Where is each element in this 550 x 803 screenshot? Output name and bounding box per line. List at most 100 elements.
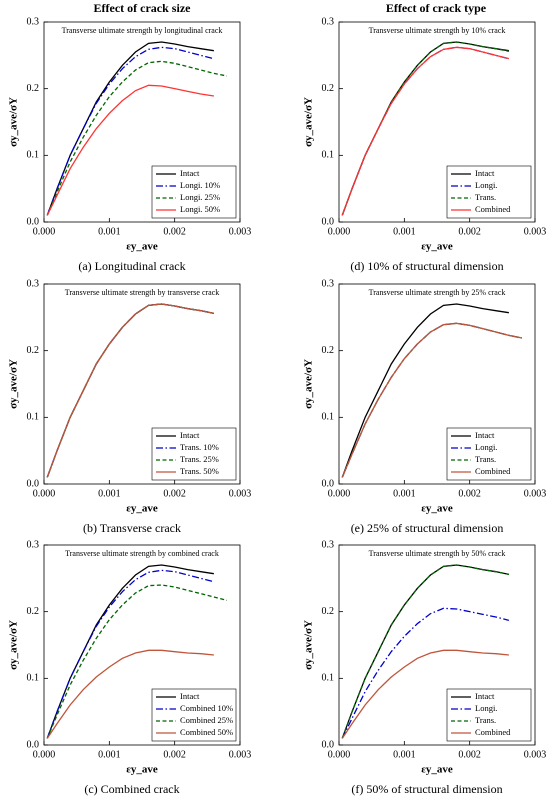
- caption: (f) 50% of structural dimension: [351, 782, 502, 796]
- plot-title: Transverse ultimate strength by transver…: [65, 288, 220, 297]
- x-tick-label: 0.001: [393, 226, 416, 237]
- legend-label: Intact: [180, 168, 200, 178]
- legend-label: Longi.: [475, 703, 497, 713]
- x-tick-label: 0.001: [98, 226, 121, 237]
- y-tick-label: 0.1: [322, 673, 335, 684]
- legend-label: Longi.: [475, 442, 497, 452]
- y-tick-label: 0.0: [27, 739, 40, 750]
- y-tick-label: 0.2: [322, 83, 335, 94]
- plot-title: Transverse ultimate strength by 50% crac…: [369, 549, 506, 558]
- x-tick-label: 0.003: [524, 226, 547, 237]
- y-tick-label: 0.0: [27, 478, 40, 489]
- x-tick-label: 0.000: [33, 488, 56, 499]
- chart-panel: 0.000 0.001 0.002 0.003 0.0 0.1 0.2 0.3 Transver…: [8, 16, 252, 272]
- legend-box: [446, 165, 532, 219]
- x-axis-label: εy_ave: [126, 764, 158, 776]
- x-axis-label: εy_ave: [126, 241, 158, 253]
- y-axis-label: σy_ave/σY: [303, 620, 315, 670]
- y-tick-label: 0.1: [27, 150, 40, 161]
- series-line: [46, 649, 214, 739]
- legend-label: Intact: [475, 168, 495, 178]
- legend-label: Combined 25%: [180, 715, 233, 725]
- caption: (b) Transverse crack: [83, 521, 181, 535]
- y-axis-label: σy_ave/σY: [303, 359, 315, 409]
- legend-label: Intact: [180, 691, 200, 701]
- y-tick-label: 0.2: [27, 83, 40, 94]
- y-tick-label: 0.1: [27, 673, 40, 684]
- x-axis-label: εy_ave: [421, 503, 453, 515]
- chart-panel: 0.000 0.001 0.002 0.003 0.0 0.1 0.2 0.3 Transver…: [8, 278, 252, 534]
- legend-box: [151, 427, 237, 481]
- legend-label: Trans.: [475, 192, 496, 202]
- plot-frame: [338, 544, 536, 746]
- column-heading: Effect of crack type: [386, 1, 487, 15]
- y-tick-label: 0.1: [322, 412, 335, 423]
- legend-label: Combined: [475, 204, 511, 214]
- plot-title: Transverse ultimate strength by combined…: [65, 549, 219, 558]
- y-tick-label: 0.3: [27, 278, 40, 289]
- y-tick-label: 0.0: [322, 216, 335, 227]
- legend-box: [151, 165, 237, 219]
- y-tick-label: 0.2: [322, 606, 335, 617]
- series-line: [341, 46, 510, 216]
- legend-box: [446, 688, 532, 742]
- y-tick-label: 0.0: [27, 216, 40, 227]
- x-tick-label: 0.002: [458, 749, 481, 760]
- legend-box: [151, 688, 237, 742]
- y-tick-label: 0.3: [322, 278, 335, 289]
- legend-label: Longi. 10%: [180, 180, 220, 190]
- x-tick-label: 0.001: [98, 488, 121, 499]
- series-line: [341, 41, 509, 216]
- x-tick-label: 0.000: [328, 749, 351, 760]
- y-tick-label: 0.0: [322, 478, 335, 489]
- y-axis-label: σy_ave/σY: [303, 97, 315, 147]
- series-line: [46, 46, 215, 216]
- plot-title: Transverse ultimate strength by longitud…: [62, 26, 223, 35]
- plot-title: Transverse ultimate strength by 25% crac…: [369, 288, 506, 297]
- plot-frame: [43, 544, 241, 746]
- x-tick-label: 0.001: [393, 749, 416, 760]
- legend-label: Intact: [180, 430, 200, 440]
- series-line: [46, 569, 215, 739]
- x-tick-label: 0.000: [33, 226, 56, 237]
- x-tick-label: 0.003: [229, 226, 252, 237]
- y-tick-label: 0.2: [27, 606, 40, 617]
- series-line: [46, 84, 214, 216]
- plot-frame: [43, 21, 241, 223]
- chart-panel: 0.000 0.001 0.002 0.003 0.0 0.1 0.2 0.3 Transver…: [303, 16, 547, 272]
- series-line: [46, 584, 228, 739]
- y-tick-label: 0.3: [27, 16, 40, 27]
- legend-label: Combined: [475, 466, 511, 476]
- x-tick-label: 0.001: [393, 488, 416, 499]
- series-line: [46, 60, 228, 216]
- legend-label: Trans. 25%: [180, 454, 219, 464]
- x-tick-label: 0.003: [229, 488, 252, 499]
- legend-label: Trans.: [475, 454, 496, 464]
- series-line: [341, 649, 509, 739]
- y-axis-label: σy_ave/σY: [8, 97, 20, 147]
- y-tick-label: 0.3: [322, 16, 335, 27]
- caption: (a) Longitudinal crack: [78, 259, 185, 273]
- plot-frame: [338, 283, 536, 485]
- y-axis-label: σy_ave/σY: [8, 620, 20, 670]
- x-tick-label: 0.002: [163, 226, 186, 237]
- series-line: [341, 607, 510, 739]
- series-line: [341, 564, 509, 739]
- x-tick-label: 0.003: [524, 488, 547, 499]
- plot-frame: [338, 21, 536, 223]
- x-tick-label: 0.002: [458, 488, 481, 499]
- x-tick-label: 0.000: [328, 226, 351, 237]
- legend-label: Combined 10%: [180, 703, 233, 713]
- legend-label: Longi. 25%: [180, 192, 220, 202]
- y-tick-label: 0.1: [322, 150, 335, 161]
- legend-label: Trans. 50%: [180, 466, 219, 476]
- x-axis-label: εy_ave: [421, 764, 453, 776]
- caption: (d) 10% of structural dimension: [350, 259, 503, 273]
- y-tick-label: 0.2: [27, 345, 40, 356]
- x-tick-label: 0.003: [524, 749, 547, 760]
- chart-panel: 0.000 0.001 0.002 0.003 0.0 0.1 0.2 0.3 Transver…: [8, 539, 252, 795]
- x-axis-label: εy_ave: [421, 241, 453, 253]
- legend-label: Trans.: [475, 715, 496, 725]
- chart-panel: 0.000 0.001 0.002 0.003 0.0 0.1 0.2 0.3 Transver…: [303, 278, 547, 534]
- legend-box: [446, 427, 532, 481]
